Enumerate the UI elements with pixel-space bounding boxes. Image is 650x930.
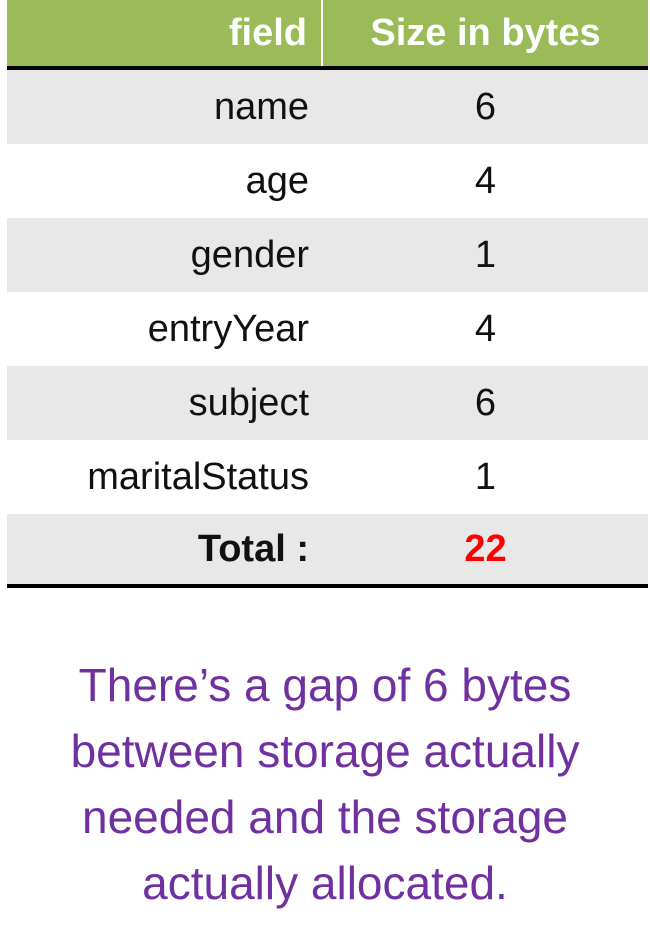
field-name-cell: maritalStatus — [87, 455, 309, 498]
note-line: actually allocated. — [142, 857, 508, 909]
size-cell: 4 — [474, 159, 497, 202]
table-header-row: field Size in bytes — [7, 0, 648, 70]
note-line: needed and the storage — [82, 791, 568, 843]
size-cell: 1 — [474, 455, 497, 498]
field-name-cell: age — [245, 159, 309, 202]
size-cell: 1 — [474, 233, 497, 276]
header-field: field — [7, 0, 323, 66]
field-name-cell: name — [213, 85, 309, 128]
table-row: name 6 — [7, 70, 648, 144]
field-name-cell: entryYear — [147, 307, 309, 350]
note-line: between storage actually — [70, 725, 580, 777]
table-row: subject 6 — [7, 366, 648, 440]
size-cell: 6 — [474, 85, 497, 128]
note-line: There’s a gap of 6 bytes — [78, 659, 572, 711]
gap-note: There’s a gap of 6 bytes between storage… — [0, 652, 650, 916]
total-row: Total : 22 — [7, 514, 648, 588]
total-label: Total : — [197, 527, 309, 570]
table-row: maritalStatus 1 — [7, 440, 648, 514]
header-size: Size in bytes — [370, 11, 601, 54]
table-row: gender 1 — [7, 218, 648, 292]
field-name-cell: gender — [190, 233, 309, 276]
size-table: field Size in bytes name 6 age 4 gender … — [7, 0, 648, 588]
size-cell: 4 — [474, 307, 497, 350]
total-value: 22 — [464, 527, 507, 570]
field-name-cell: subject — [188, 381, 309, 424]
table-row: entryYear 4 — [7, 292, 648, 366]
table-row: age 4 — [7, 144, 648, 218]
size-cell: 6 — [474, 381, 497, 424]
